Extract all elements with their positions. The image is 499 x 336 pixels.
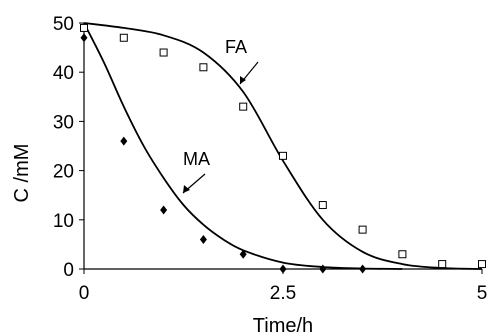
marker-ma [80, 33, 88, 43]
marker-fa [358, 225, 367, 234]
marker-fa [279, 151, 287, 160]
annotation-fa: FA [225, 37, 247, 57]
annotation-ma-arrowhead [183, 185, 190, 193]
y-tick-label: 30 [53, 112, 74, 133]
marker-ma [199, 234, 207, 244]
annotation-ma: MA [183, 149, 210, 169]
x-tick-label: 5 [477, 283, 488, 304]
y-tick-label: 0 [63, 260, 74, 281]
y-tick-label: 40 [53, 63, 74, 84]
marker-fa [478, 260, 486, 269]
x-tick-label: 0 [79, 283, 90, 304]
marker-fa [199, 63, 208, 72]
y-tick-label: 50 [53, 14, 74, 35]
marker-ma [160, 205, 168, 215]
marker-fa [239, 102, 248, 111]
y-tick-label: 20 [53, 162, 74, 183]
marker-fa [119, 33, 128, 42]
marker-fa [80, 23, 88, 32]
y-tick-label: 10 [53, 211, 74, 232]
marker-fa [159, 48, 168, 57]
data-markers [80, 23, 486, 274]
fit-curves [83, 22, 483, 270]
fit-curve-ma [83, 22, 403, 270]
marker-fa [438, 260, 447, 269]
marker-ma [239, 249, 247, 259]
x-tick-label: 2.5 [270, 283, 296, 304]
marker-ma [319, 264, 327, 274]
marker-ma [120, 136, 128, 146]
fit-curve-fa [83, 22, 483, 270]
axis-ticks: 0 10 20 30 40 50 0 2.5 5 [53, 14, 487, 304]
annotation-fa-arrowhead [240, 76, 246, 84]
x-axis-title: Time/h [253, 315, 313, 336]
marker-ma [359, 264, 367, 274]
y-axis-title: C /mM [11, 144, 33, 203]
marker-fa [398, 250, 407, 259]
marker-fa [318, 201, 327, 210]
